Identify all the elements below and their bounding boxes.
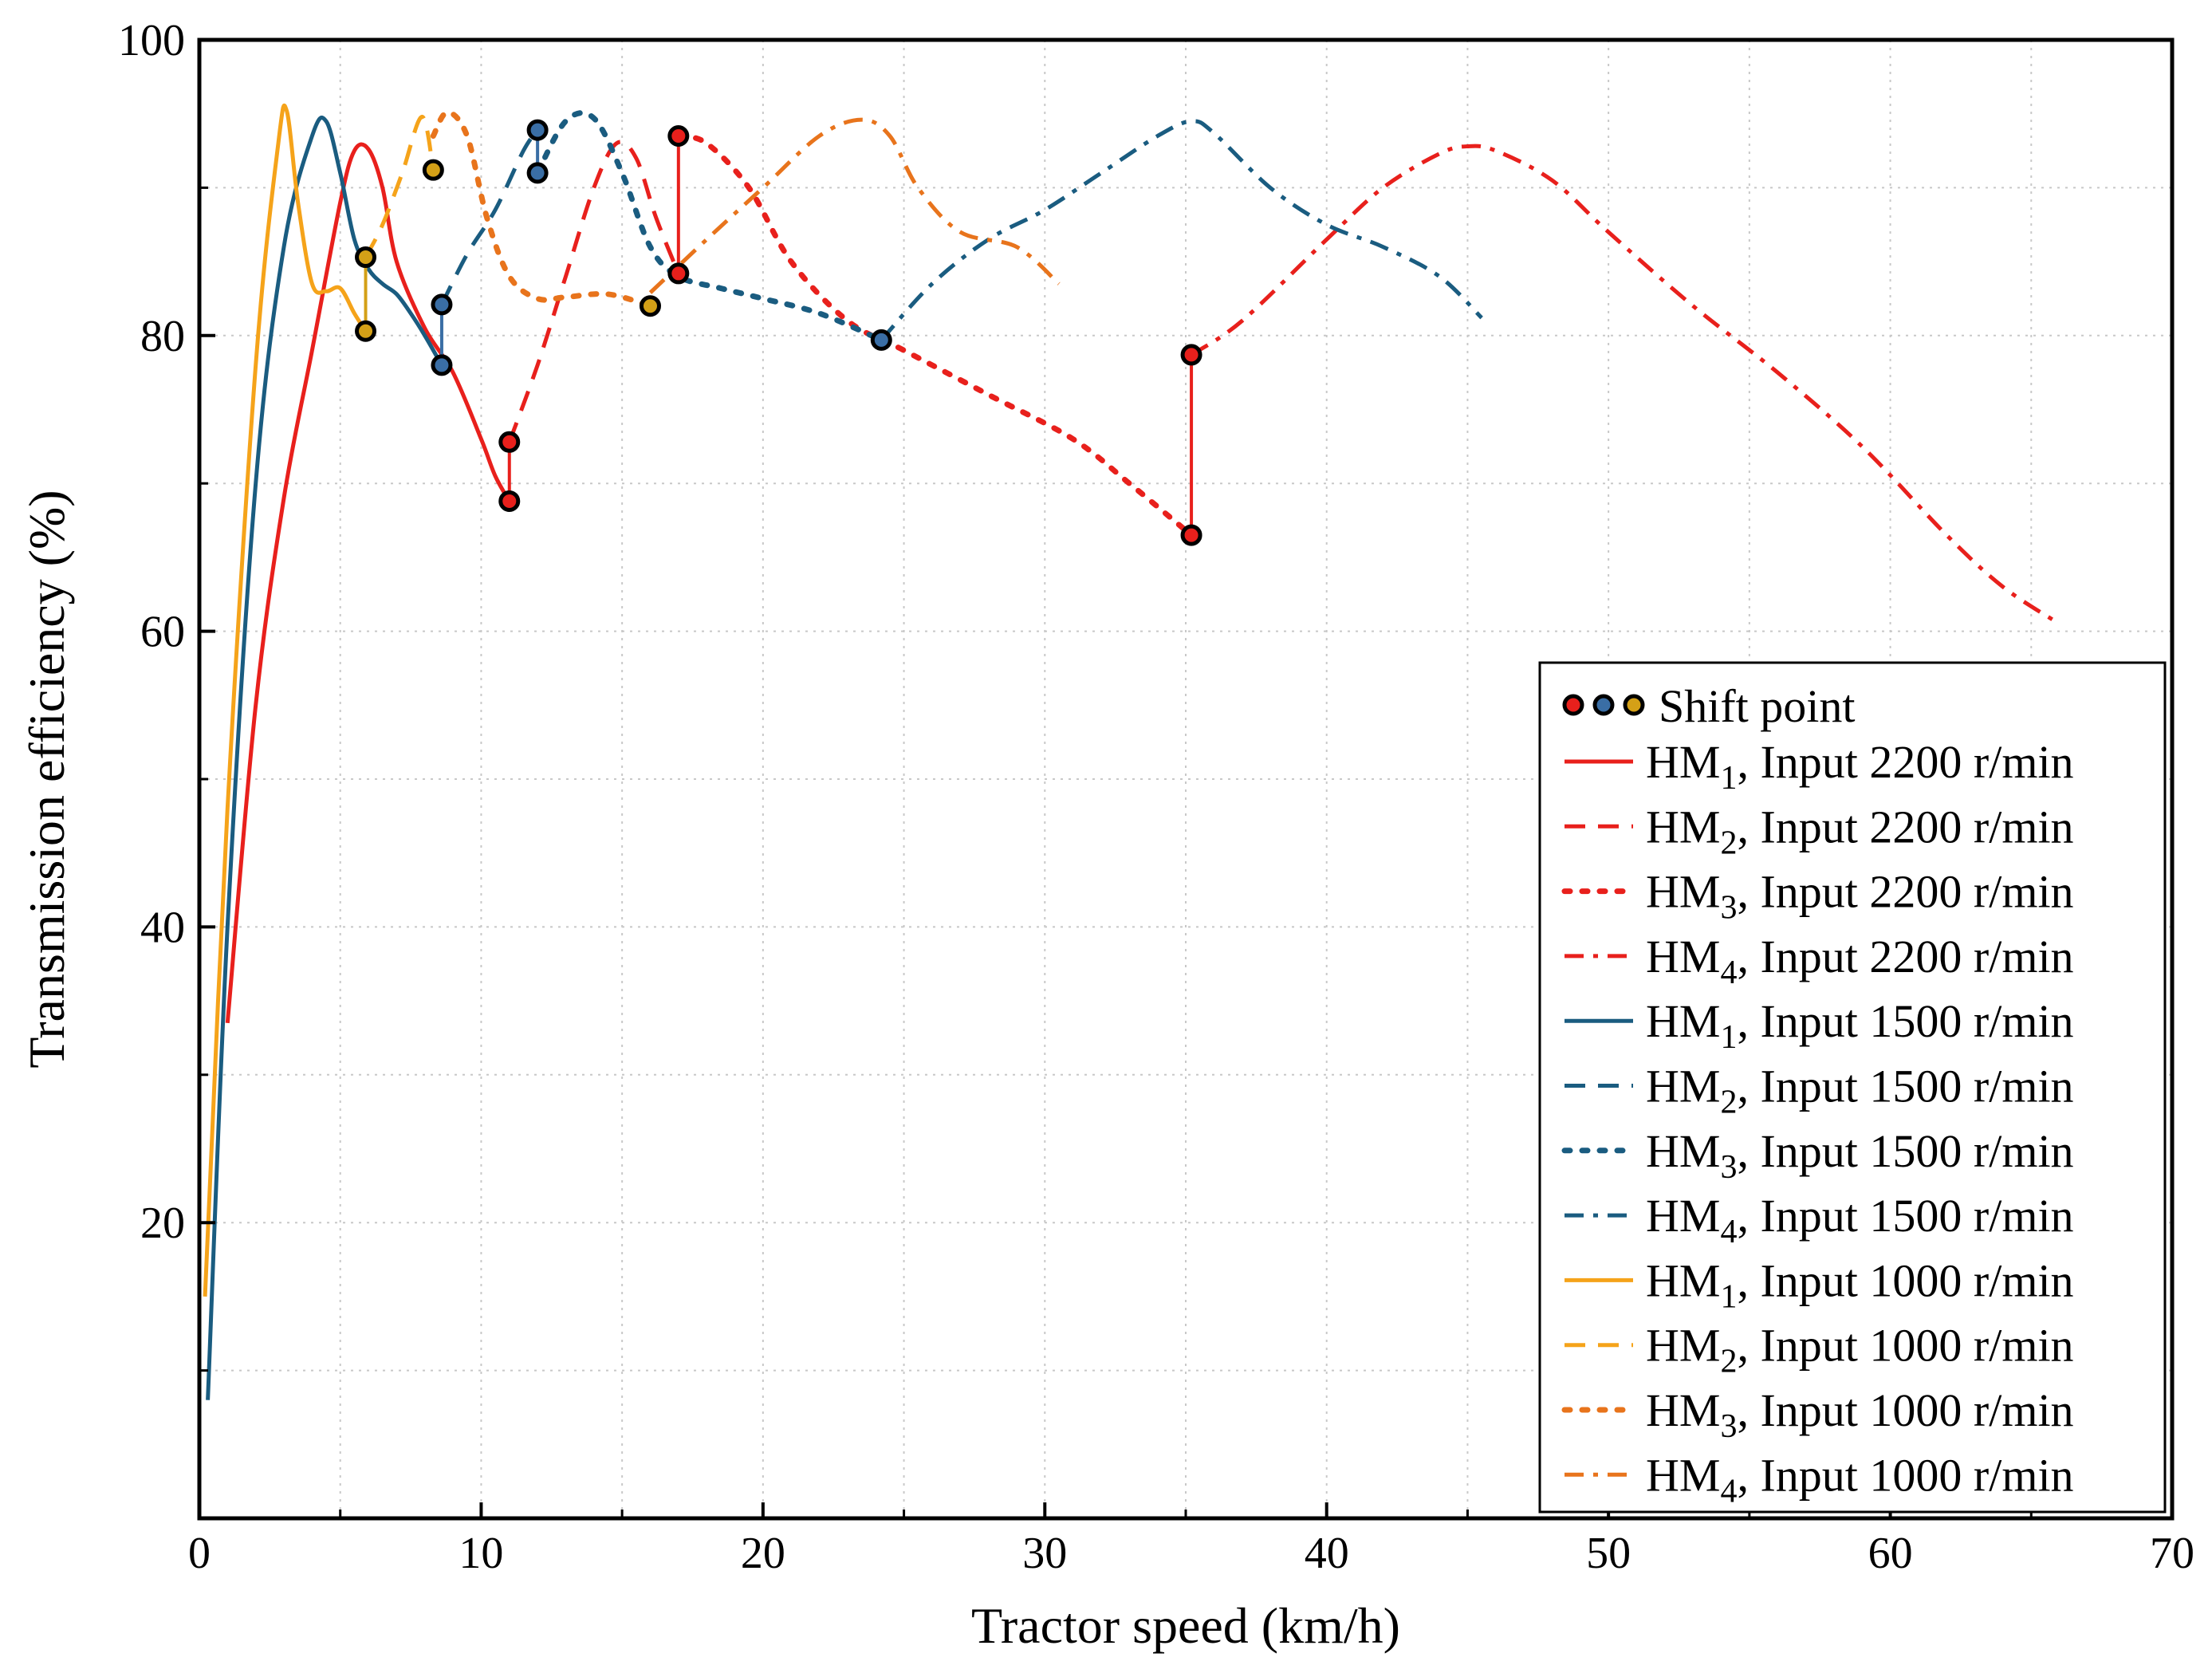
series-line-7 <box>534 110 884 343</box>
y-tick-label: 20 <box>140 1199 185 1248</box>
series-line-6 <box>439 128 540 306</box>
x-tick-label: 10 <box>459 1529 503 1578</box>
shift-points-layer <box>355 119 1202 546</box>
x-tick-label: 0 <box>188 1529 211 1578</box>
shift-point-marker <box>355 320 377 342</box>
series-line-1 <box>225 142 511 1024</box>
shift-point-marker <box>498 431 521 453</box>
legend-label-shift-point: Shift point <box>1659 680 1856 732</box>
shift-point-marker <box>639 295 661 317</box>
shift-point-marker <box>1180 524 1202 546</box>
series-line-8 <box>880 119 1483 342</box>
legend-label-10: HM2, Input 1000 r/min <box>1646 1320 2074 1380</box>
shift-point-marker <box>667 125 690 148</box>
series-line-5 <box>206 115 444 1400</box>
x-tick-label: 40 <box>1305 1529 1349 1578</box>
legend-label-6: HM2, Input 1500 r/min <box>1646 1061 2074 1121</box>
shift-point-marker <box>667 262 690 285</box>
legend-shift-marker <box>1592 694 1615 716</box>
legend-label-9: HM1, Input 1000 r/min <box>1646 1254 2074 1315</box>
legend-label-11: HM3, Input 1000 r/min <box>1646 1384 2074 1445</box>
legend-label-5: HM1, Input 1500 r/min <box>1646 995 2074 1056</box>
legend-label-1: HM1, Input 2200 r/min <box>1646 736 2074 797</box>
legend-shift-marker <box>1623 694 1645 716</box>
shift-point-marker <box>526 119 549 141</box>
y-tick-label: 100 <box>118 16 185 65</box>
legend-label-8: HM4, Input 1500 r/min <box>1646 1190 2074 1250</box>
x-tick-label: 30 <box>1022 1529 1067 1578</box>
legend-shift-marker <box>1562 694 1584 716</box>
shift-point-marker <box>526 162 549 184</box>
series-line-4 <box>1190 144 2060 626</box>
series-line-12 <box>648 117 1061 294</box>
x-tick-label: 50 <box>1586 1529 1631 1578</box>
x-tick-label: 60 <box>1868 1529 1913 1578</box>
shift-point-marker <box>422 159 444 181</box>
series-line-11 <box>430 109 653 309</box>
legend-label-2: HM2, Input 2200 r/min <box>1646 801 2074 861</box>
y-tick-label: 40 <box>140 903 185 952</box>
x-tick-label: 70 <box>2150 1529 2194 1578</box>
y-tick-label: 60 <box>140 608 185 657</box>
y-axis-title: Transmission efficiency (%) <box>18 490 75 1068</box>
shift-point-marker <box>870 329 892 351</box>
shift-point-marker <box>355 246 377 269</box>
shift-point-marker <box>1180 344 1202 366</box>
shift-point-marker <box>431 354 453 376</box>
legend-label-7: HM3, Input 1500 r/min <box>1646 1125 2074 1186</box>
x-tick-label: 20 <box>741 1529 785 1578</box>
series-line-2 <box>507 140 681 443</box>
legend-label-3: HM3, Input 2200 r/min <box>1646 866 2074 927</box>
shift-point-marker <box>498 490 521 512</box>
series-line-9 <box>203 103 368 1297</box>
y-tick-label: 80 <box>140 312 185 361</box>
legend-label-12: HM4, Input 1000 r/min <box>1646 1449 2074 1510</box>
axis-ticks: 0 10 20 30 40 50 60 70 20 40 60 80 100 <box>118 16 2194 1578</box>
legend-box <box>1538 661 2167 1514</box>
shift-point-marker <box>431 293 453 316</box>
x-axis-title: Tractor speed (km/h) <box>971 1597 1400 1654</box>
legend-label-4: HM4, Input 2200 r/min <box>1646 931 2074 991</box>
